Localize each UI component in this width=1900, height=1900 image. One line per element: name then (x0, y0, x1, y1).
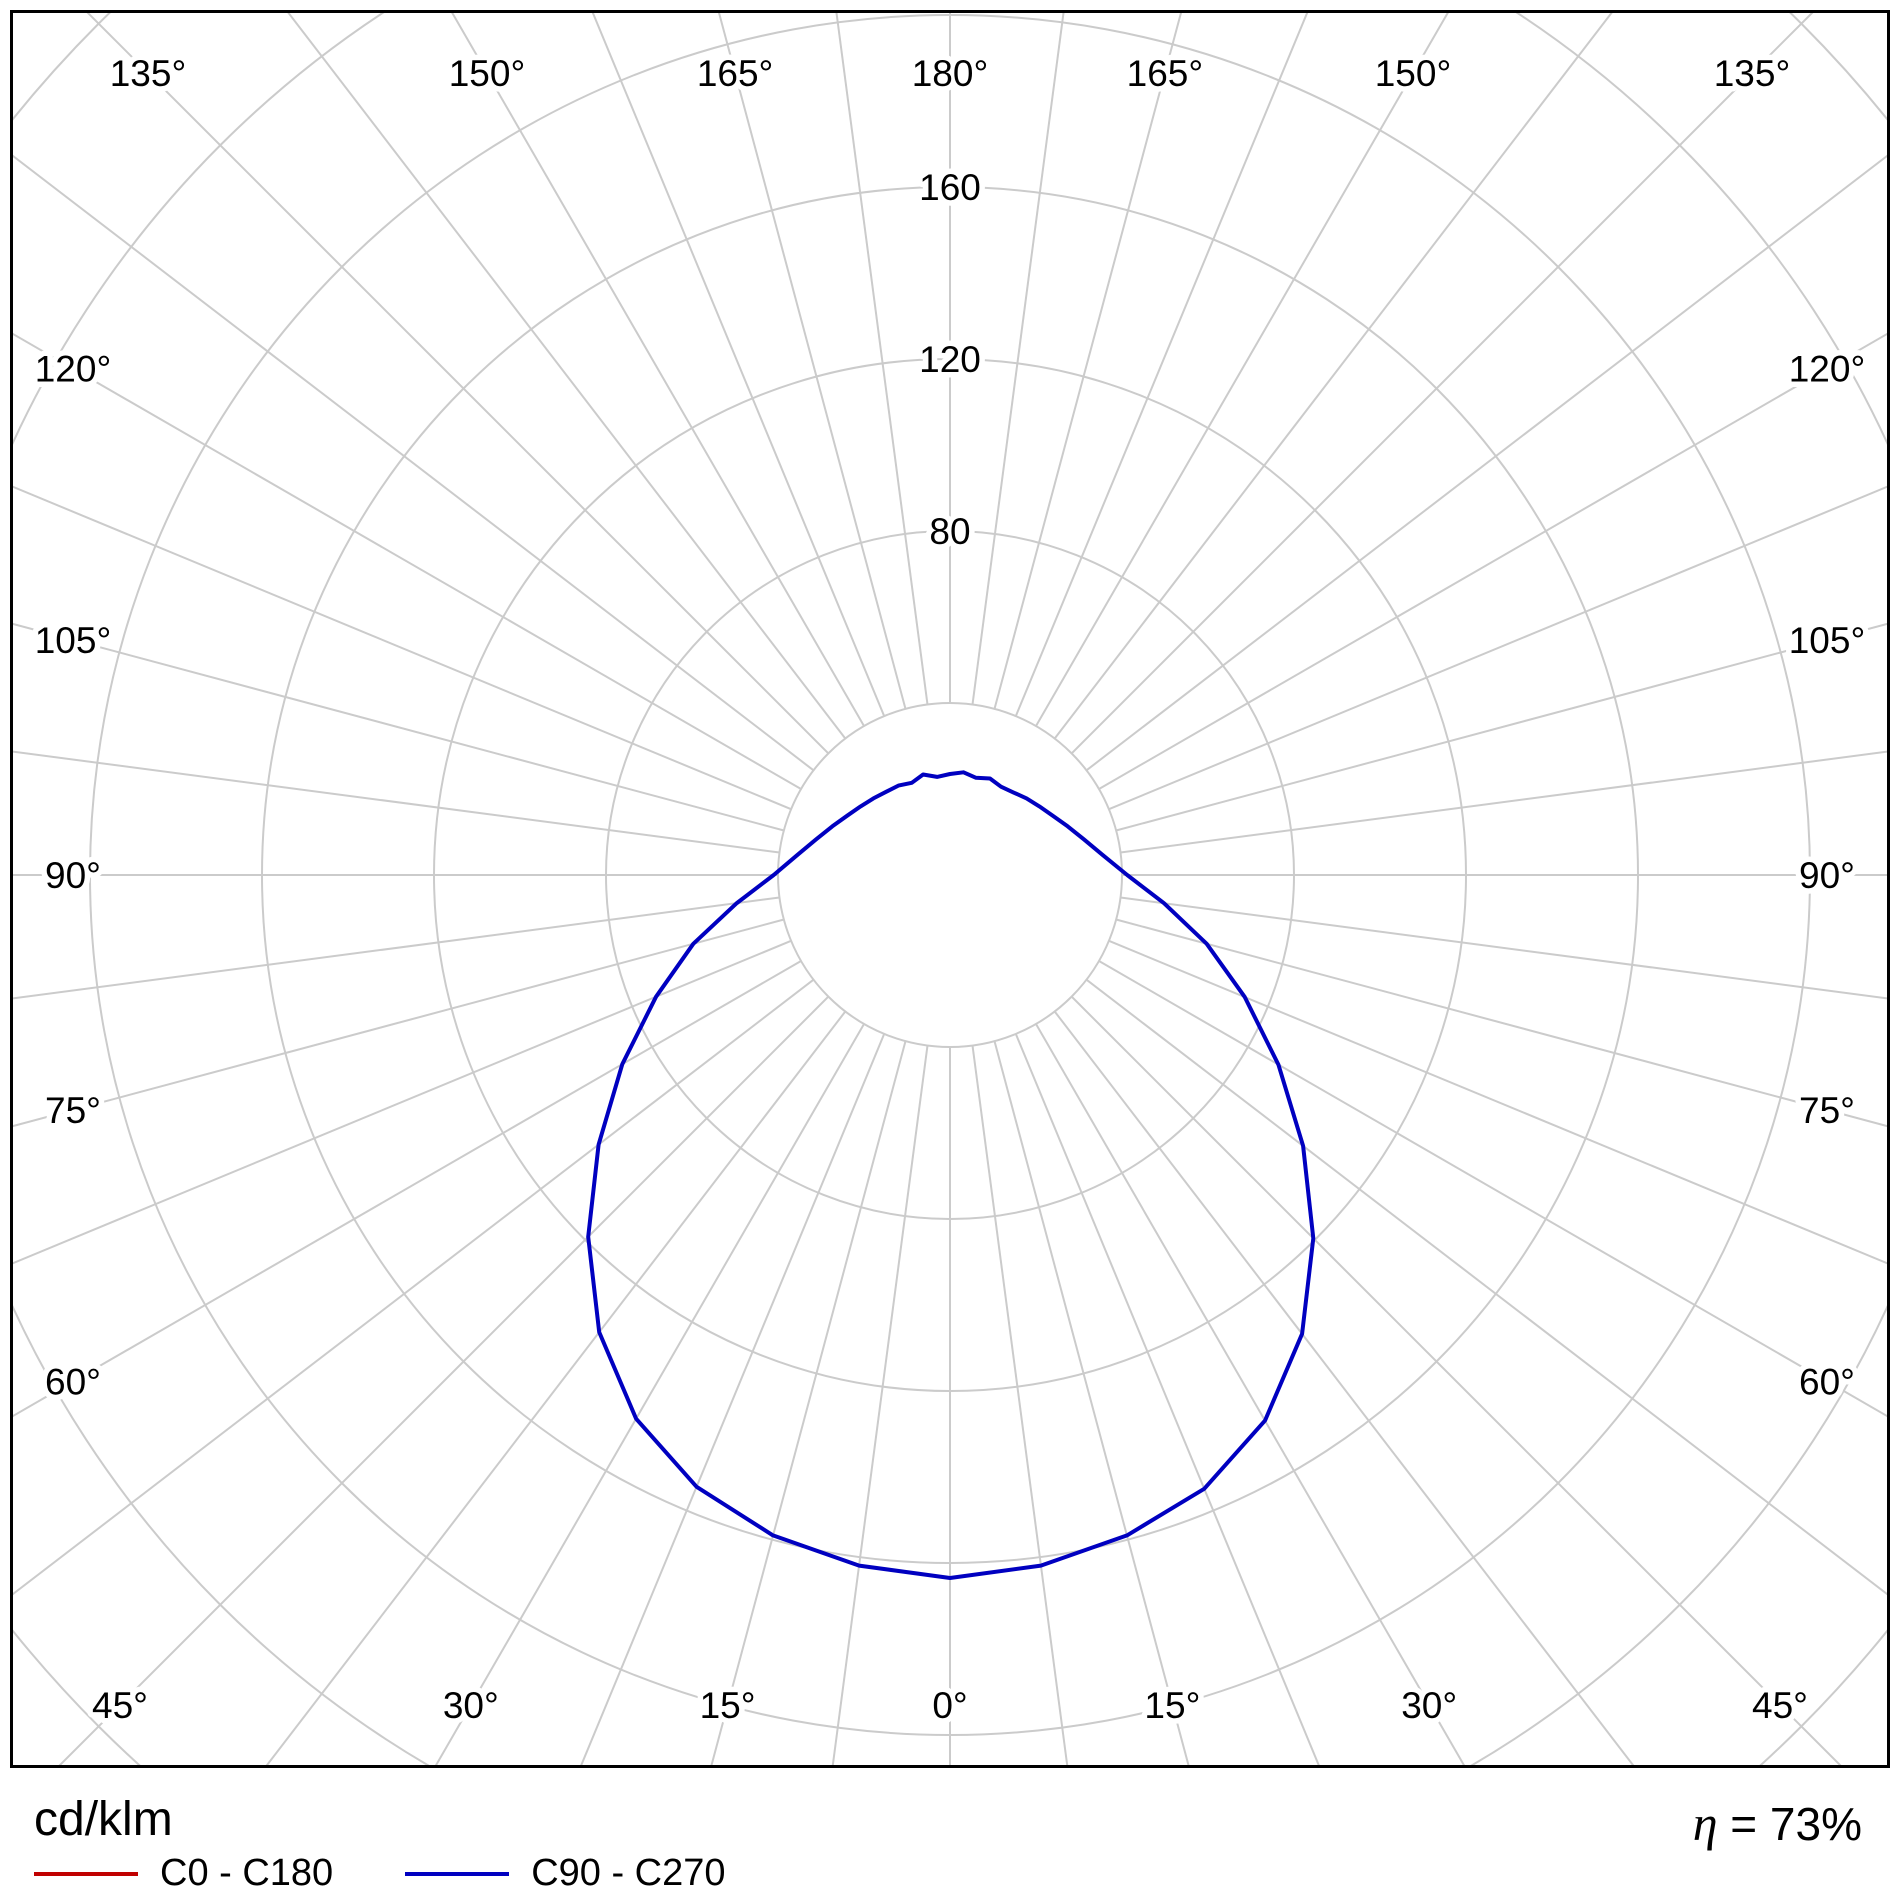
grid-spoke-135 (1070, 13, 1814, 755)
grid-spoke-60 (1098, 960, 1887, 1418)
grid-spoke-15 (993, 1040, 1190, 1765)
ring-label-120: 120 (919, 339, 981, 380)
angle-label-right-180: 180° (912, 53, 989, 94)
grid-spoke-30 (1035, 1023, 1466, 1765)
angle-label-left-165: 165° (697, 53, 774, 94)
grid-spoke-210 (451, 13, 865, 727)
angle-label-left-45: 45° (92, 1685, 148, 1726)
eta-value: = 73% (1717, 1798, 1862, 1850)
ring-label-80: 80 (929, 511, 970, 552)
angle-label-left-120: 120° (35, 349, 112, 390)
grid-spoke-285 (13, 918, 785, 1128)
grid-spoke-315 (58, 995, 830, 1765)
legend-item-c0-c180: C0 - C180 (34, 1852, 333, 1895)
grid-spoke-82.5 (1120, 896, 1887, 1000)
grid-spoke-187.5 (835, 13, 929, 705)
grid-spoke-22.5 (1014, 1033, 1320, 1765)
angle-label-right-45: 45° (1752, 1685, 1808, 1726)
grid-spoke-195 (718, 13, 907, 710)
grid-spoke-112.5 (1108, 485, 1887, 811)
angle-label-left-90: 90° (45, 855, 101, 896)
angle-label-left-15: 15° (700, 1685, 756, 1726)
grid-spoke-322.5 (265, 1010, 847, 1765)
grid-spoke-240 (13, 332, 802, 790)
curve-c90-c270 (586, 770, 1316, 1580)
legend-label-c90-c270: C90 - C270 (531, 1852, 726, 1894)
angle-label-right-30: 30° (1401, 1685, 1457, 1726)
legend-line-red (34, 1871, 138, 1876)
grid-spoke-97.5 (1120, 750, 1887, 854)
legend-line-blue (405, 1871, 510, 1876)
angle-label-right-90: 90° (1799, 855, 1855, 896)
grid-spoke-307.5 (13, 978, 815, 1596)
eta-symbol: η (1692, 1795, 1718, 1851)
grid-spoke-255 (13, 622, 785, 832)
angle-label-right-105: 105° (1789, 620, 1866, 661)
angle-label-left-60: 60° (45, 1361, 101, 1402)
grid-spoke-232.5 (13, 154, 815, 772)
grid-spoke-165 (993, 13, 1182, 710)
grid-spoke-202.5 (591, 13, 886, 717)
grid-spoke-150 (1035, 13, 1449, 727)
angle-label-right-135: 135° (1714, 53, 1791, 94)
grid-spoke-277.5 (13, 896, 780, 1000)
grid-spoke-330 (434, 1023, 865, 1765)
legend-label-c0-c180: C0 - C180 (160, 1852, 334, 1894)
grid-spoke-262.5 (13, 750, 780, 854)
grid-spoke-105 (1115, 622, 1887, 832)
grid-spoke-345 (710, 1040, 907, 1765)
angle-label-left-30: 30° (443, 1685, 499, 1726)
angle-label-left-135: 135° (110, 53, 187, 94)
angle-label-left-150: 150° (449, 53, 526, 94)
angle-label-left-105: 105° (35, 620, 112, 661)
grid-spoke-352.5 (831, 1045, 929, 1765)
grid-spoke-142.5 (1053, 13, 1613, 740)
unit-label: cd/klm (34, 1793, 173, 1846)
grid-spoke-120 (1098, 332, 1887, 790)
grid-ring-40 (777, 702, 1123, 1048)
grid-spoke-247.5 (13, 485, 792, 811)
grid-spoke-52.5 (1085, 978, 1887, 1596)
grid-spoke-127.5 (1085, 154, 1887, 772)
angle-label-right-165: 165° (1127, 53, 1204, 94)
grid-spoke-337.5 (580, 1033, 886, 1765)
polar-plot-frame: 80 120 160 0° 15° 15° 30° 30° 45° 45° 60° 60° 75° 75°… (10, 10, 1890, 1768)
angle-label-right-120: 120° (1789, 349, 1866, 390)
grid-spoke-37.5 (1053, 1010, 1635, 1765)
ring-label-160: 160 (919, 167, 981, 208)
angle-label-right-60: 60° (1799, 1361, 1855, 1402)
angle-label-right-15: 15° (1144, 1685, 1200, 1726)
legend: C0 - C180 C90 - C270 (34, 1852, 726, 1895)
grid-spoke-75 (1115, 918, 1887, 1128)
efficiency-label: η = 73% (1693, 1794, 1862, 1852)
grid-spoke-67.5 (1108, 939, 1887, 1265)
angle-label-right-0: 0° (932, 1685, 967, 1726)
grid-spoke-292.5 (13, 939, 792, 1265)
angle-label-right-150: 150° (1375, 53, 1452, 94)
grid-spoke-300 (13, 960, 802, 1418)
grid-spoke-172.5 (971, 13, 1065, 705)
legend-item-c90-c270: C90 - C270 (405, 1852, 726, 1895)
grid-spoke-217.5 (287, 13, 847, 740)
angle-label-right-75: 75° (1799, 1090, 1855, 1131)
polar-chart-svg: 80 120 160 0° 15° 15° 30° 30° 45° 45° 60° 60° 75° 75°… (13, 13, 1887, 1765)
grid-spoke-157.5 (1014, 13, 1309, 717)
grid-spoke-225 (86, 13, 830, 755)
grid-spoke-7.5 (971, 1045, 1069, 1765)
grid-spoke-45 (1070, 995, 1842, 1765)
angle-label-left-75: 75° (45, 1090, 101, 1131)
